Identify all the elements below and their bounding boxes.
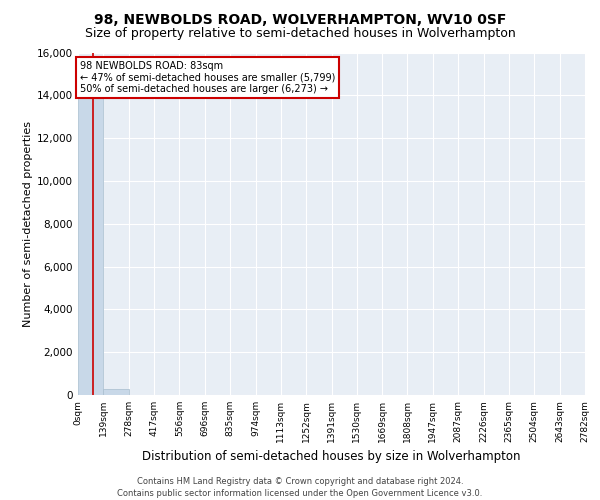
Y-axis label: Number of semi-detached properties: Number of semi-detached properties [23, 120, 33, 327]
X-axis label: Distribution of semi-detached houses by size in Wolverhampton: Distribution of semi-detached houses by … [142, 450, 521, 464]
Bar [103, 388, 128, 395]
Text: Contains HM Land Registry data © Crown copyright and database right 2024.
Contai: Contains HM Land Registry data © Crown c… [118, 476, 482, 498]
Bar [78, 74, 103, 395]
Text: 98, NEWBOLDS ROAD, WOLVERHAMPTON, WV10 0SF: 98, NEWBOLDS ROAD, WOLVERHAMPTON, WV10 0… [94, 12, 506, 26]
Text: Size of property relative to semi-detached houses in Wolverhampton: Size of property relative to semi-detach… [85, 28, 515, 40]
Text: 98 NEWBOLDS ROAD: 83sqm
← 47% of semi-detached houses are smaller (5,799)
50% of: 98 NEWBOLDS ROAD: 83sqm ← 47% of semi-de… [80, 61, 335, 94]
